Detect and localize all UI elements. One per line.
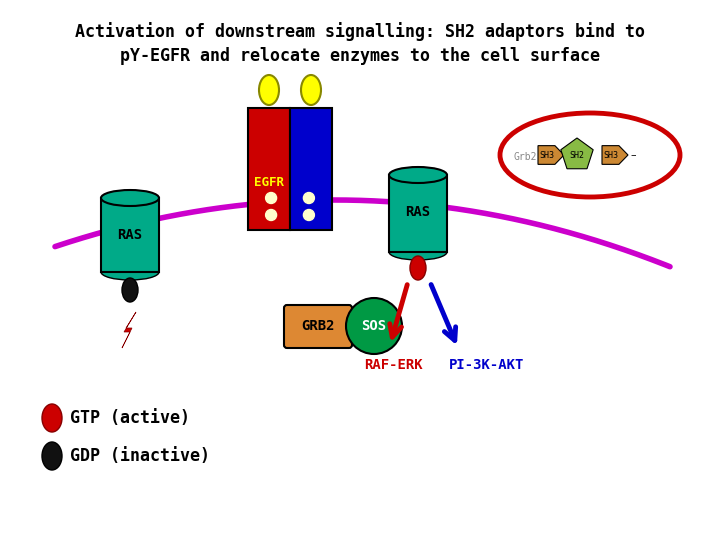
Polygon shape [561, 138, 593, 169]
Ellipse shape [101, 190, 159, 206]
Polygon shape [122, 312, 136, 348]
Ellipse shape [389, 167, 447, 183]
Text: GTP (active): GTP (active) [70, 409, 190, 427]
Circle shape [266, 210, 276, 220]
FancyBboxPatch shape [389, 175, 447, 252]
Circle shape [303, 210, 315, 220]
FancyBboxPatch shape [284, 305, 352, 348]
Text: SOS: SOS [361, 319, 387, 333]
Ellipse shape [259, 75, 279, 105]
Ellipse shape [389, 244, 447, 260]
Text: RAF-ERK: RAF-ERK [364, 358, 423, 372]
Text: Grb2: Grb2 [514, 152, 538, 162]
Circle shape [266, 192, 276, 204]
Text: –: – [630, 150, 636, 160]
Ellipse shape [122, 278, 138, 302]
Text: Activation of downstream signalling: SH2 adaptors bind to: Activation of downstream signalling: SH2… [75, 23, 645, 42]
Ellipse shape [301, 75, 321, 105]
FancyBboxPatch shape [248, 108, 290, 230]
Text: SH2: SH2 [570, 151, 585, 159]
Text: EGFR: EGFR [254, 177, 284, 190]
Ellipse shape [42, 442, 62, 470]
Text: RAS: RAS [117, 228, 143, 242]
Polygon shape [602, 146, 628, 164]
Text: RAS: RAS [405, 205, 431, 219]
FancyBboxPatch shape [290, 108, 332, 230]
Ellipse shape [500, 113, 680, 197]
Text: GRB2: GRB2 [301, 320, 335, 334]
Ellipse shape [410, 256, 426, 280]
Text: GDP (inactive): GDP (inactive) [70, 447, 210, 465]
Ellipse shape [101, 264, 159, 280]
Circle shape [346, 298, 402, 354]
Polygon shape [538, 146, 564, 164]
Text: SH3: SH3 [539, 151, 554, 159]
Ellipse shape [42, 404, 62, 432]
Text: PI-3K-AKT: PI-3K-AKT [449, 358, 525, 372]
Text: SH3: SH3 [603, 151, 618, 159]
Text: pY-EGFR and relocate enzymes to the cell surface: pY-EGFR and relocate enzymes to the cell… [120, 47, 600, 65]
FancyBboxPatch shape [101, 198, 159, 272]
Circle shape [303, 192, 315, 204]
